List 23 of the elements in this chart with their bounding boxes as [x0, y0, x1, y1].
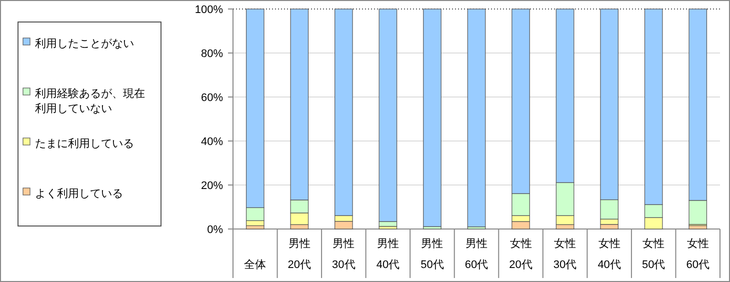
bar	[246, 225, 264, 230]
x-tick-label: 男性 60代	[464, 238, 488, 271]
y-tick-label: 80%	[200, 48, 224, 60]
y-tick-label: 0%	[207, 224, 224, 236]
x-tick-label: 男性 50代	[420, 238, 444, 271]
legend-label: 利用経験あるが、現在利用していない	[35, 87, 145, 115]
legend-label: よく利用している	[35, 187, 123, 200]
x-tick-label: 全体	[244, 259, 266, 271]
y-tick-label: 60%	[200, 92, 224, 104]
x-tick-label: 男性 40代	[376, 238, 400, 271]
x-tick-label: 男性 20代	[288, 238, 312, 271]
x-tick-label: 女性 40代	[598, 238, 621, 271]
x-tick-label: 女性 20代	[509, 238, 532, 271]
legend-label: 利用したことがない	[35, 37, 134, 50]
x-tick-label: 男性 30代	[332, 238, 356, 271]
y-tick-label: 100%	[194, 4, 224, 16]
y-tick-label: 40%	[200, 136, 224, 148]
legend-label: たまに利用している	[35, 137, 134, 150]
x-tick-label: 女性 50代	[642, 238, 666, 271]
bar	[378, 226, 398, 230]
x-tick-label: 女性 30代	[553, 238, 577, 271]
y-tick-label: 20%	[200, 180, 224, 192]
x-tick-label: 女性 60代	[686, 238, 710, 271]
